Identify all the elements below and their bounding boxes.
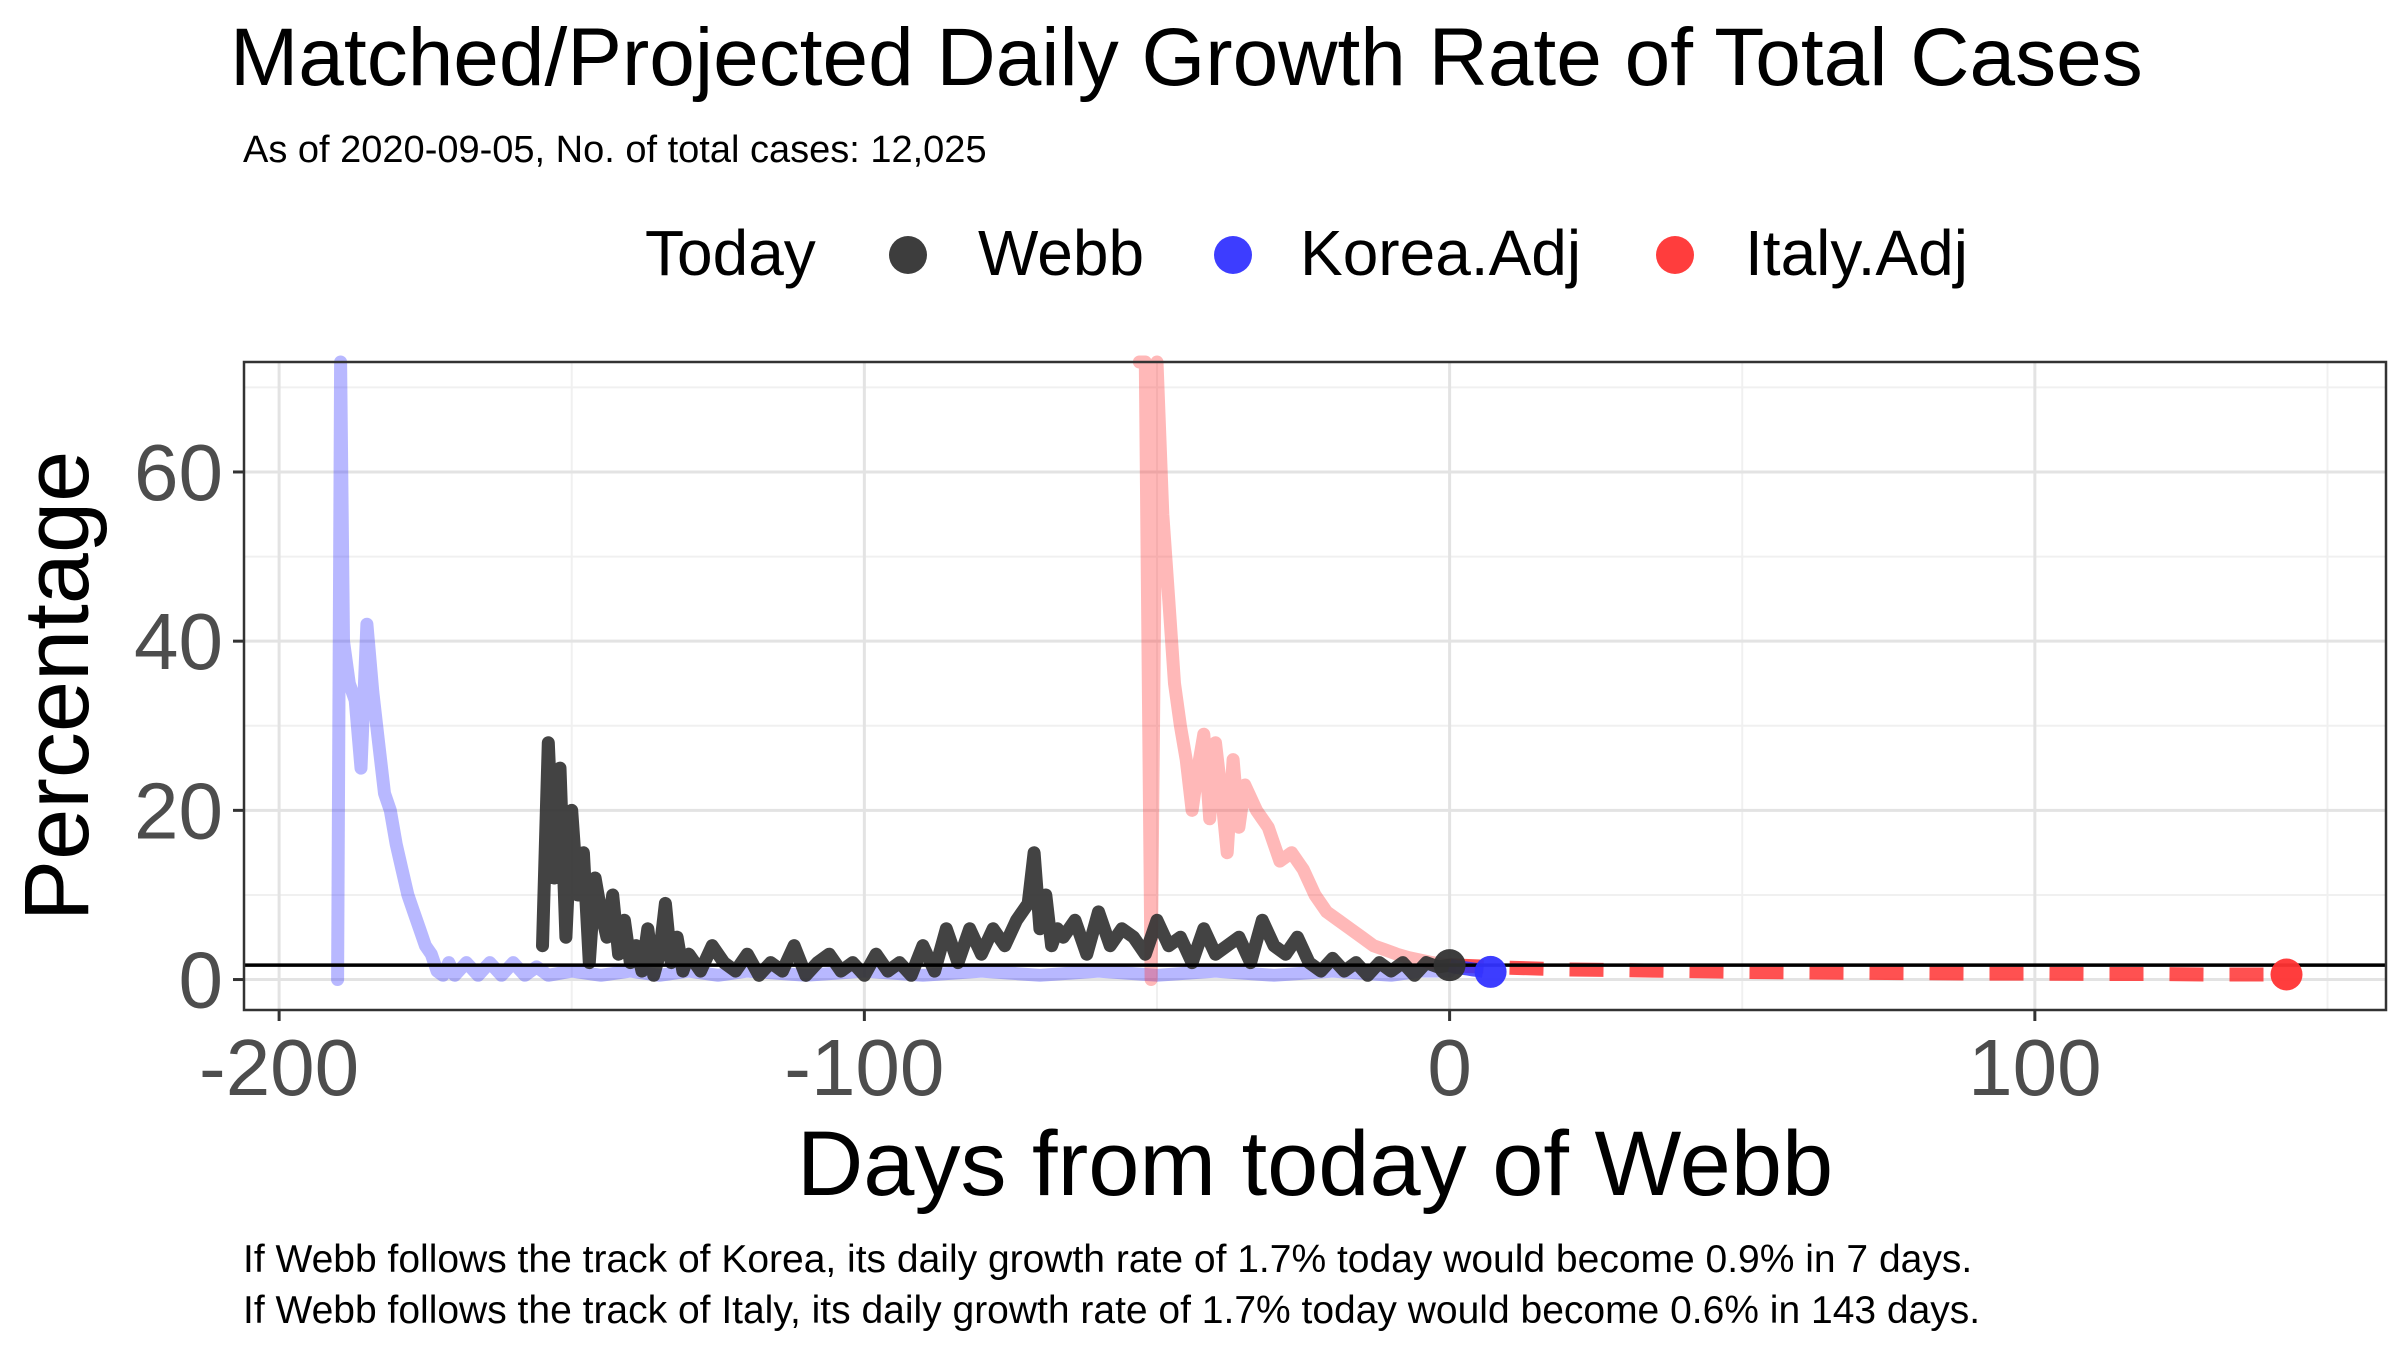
x-tick-label: 100 bbox=[1968, 1023, 2101, 1112]
legend-key-italy-adj bbox=[1656, 236, 1694, 274]
series-italy-adj-projected-line bbox=[1449, 958, 2287, 982]
today-point-italy-adj bbox=[2270, 958, 2303, 991]
legend-key-korea-adj bbox=[1214, 236, 1252, 274]
x-tick-label: -200 bbox=[199, 1023, 359, 1112]
x-tick-label: 0 bbox=[1427, 1023, 1472, 1112]
plot-border bbox=[242, 360, 2388, 1012]
series-korea-adj-matched-line bbox=[331, 355, 1457, 986]
series-webb-line bbox=[536, 736, 1457, 982]
grid-major bbox=[244, 362, 2386, 1010]
y-axis-label: Percentage bbox=[6, 451, 108, 922]
today-point-webb bbox=[1433, 949, 1466, 982]
x-axis-label: Days from today of Webb bbox=[797, 1113, 1833, 1215]
y-tick-label: 40 bbox=[134, 597, 223, 686]
legend-key-webb bbox=[889, 236, 927, 274]
legend-label-italy-adj: Italy.Adj bbox=[1745, 217, 1968, 289]
legend-title: Today bbox=[645, 217, 816, 289]
legend-label-korea-adj: Korea.Adj bbox=[1300, 217, 1581, 289]
y-tick-label: 0 bbox=[179, 936, 224, 1025]
caption-italy: If Webb follows the track of Italy, its … bbox=[243, 1289, 1980, 1332]
y-tick-label: 60 bbox=[134, 428, 223, 517]
x-axis: -200 -100 0 100 bbox=[199, 1010, 2102, 1112]
grid-minor bbox=[244, 362, 2386, 1010]
y-axis: 0 20 40 60 bbox=[134, 428, 244, 1025]
today-points-layer bbox=[1433, 949, 2303, 991]
x-tick-label: -100 bbox=[784, 1023, 944, 1112]
y-tick-label: 20 bbox=[134, 766, 223, 855]
chart-subtitle: As of 2020-09-05, No. of total cases: 12… bbox=[243, 129, 987, 171]
legend: Today Webb Korea.Adj Italy.Adj bbox=[645, 217, 1968, 289]
chart-title: Matched/Projected Daily Growth Rate of T… bbox=[230, 12, 2143, 103]
caption-korea: If Webb follows the track of Korea, its … bbox=[243, 1238, 1972, 1281]
series-italy-adj-matched-line bbox=[1132, 355, 1457, 986]
today-point-korea-adj bbox=[1474, 955, 1507, 988]
legend-label-webb: Webb bbox=[978, 217, 1144, 289]
